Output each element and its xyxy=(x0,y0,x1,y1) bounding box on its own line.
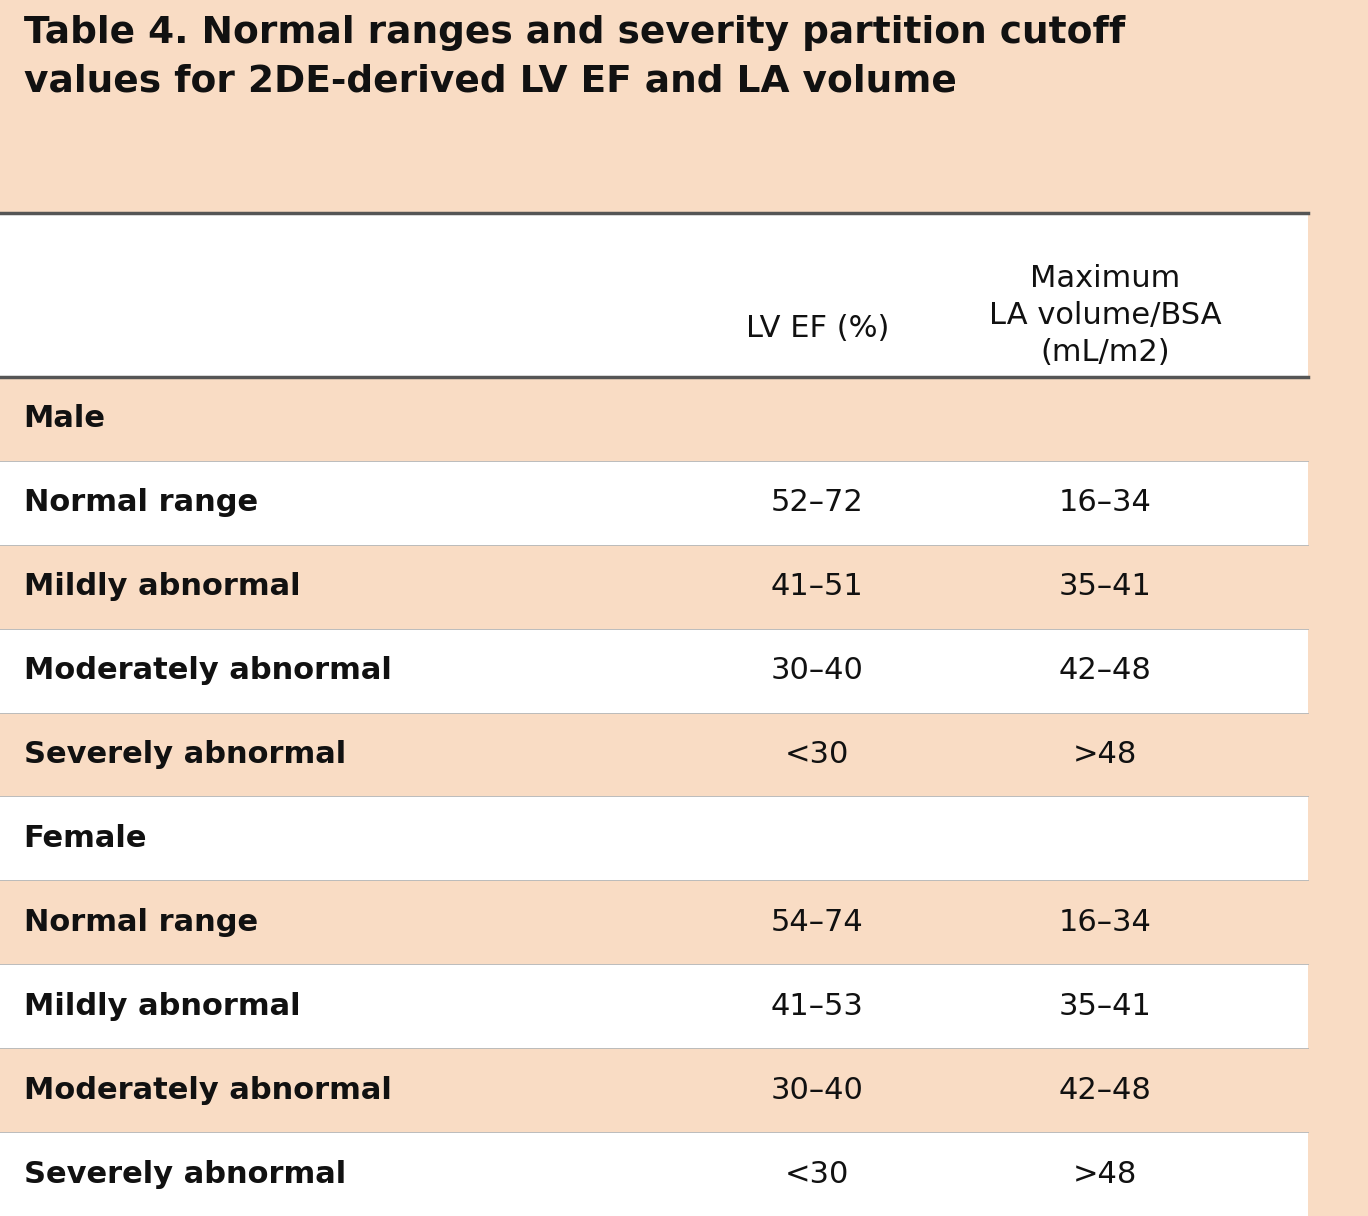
Text: 52–72: 52–72 xyxy=(772,489,863,517)
Text: 35–41: 35–41 xyxy=(1059,992,1152,1020)
FancyBboxPatch shape xyxy=(0,713,1308,796)
FancyBboxPatch shape xyxy=(0,461,1308,545)
Text: 16–34: 16–34 xyxy=(1059,489,1152,517)
Text: 42–48: 42–48 xyxy=(1059,1076,1152,1104)
Text: Maximum
LA volume/BSA
(mL/m2): Maximum LA volume/BSA (mL/m2) xyxy=(989,264,1222,367)
Text: <30: <30 xyxy=(785,741,850,769)
Text: 54–74: 54–74 xyxy=(772,908,863,936)
FancyBboxPatch shape xyxy=(0,880,1308,964)
FancyBboxPatch shape xyxy=(0,1132,1308,1216)
Text: <30: <30 xyxy=(785,1160,850,1188)
FancyBboxPatch shape xyxy=(0,377,1308,461)
Text: 41–53: 41–53 xyxy=(772,992,863,1020)
Text: Moderately abnormal: Moderately abnormal xyxy=(23,657,391,685)
FancyBboxPatch shape xyxy=(0,796,1308,880)
Text: Severely abnormal: Severely abnormal xyxy=(23,741,346,769)
Text: Normal range: Normal range xyxy=(23,908,257,936)
FancyBboxPatch shape xyxy=(0,213,1308,377)
FancyBboxPatch shape xyxy=(0,964,1308,1048)
FancyBboxPatch shape xyxy=(0,1048,1308,1132)
Text: Normal range: Normal range xyxy=(23,489,257,517)
Text: LV EF (%): LV EF (%) xyxy=(746,314,889,343)
Text: Mildly abnormal: Mildly abnormal xyxy=(23,992,300,1020)
Text: 16–34: 16–34 xyxy=(1059,908,1152,936)
Text: 30–40: 30–40 xyxy=(772,1076,863,1104)
Text: >48: >48 xyxy=(1073,741,1137,769)
Text: 35–41: 35–41 xyxy=(1059,573,1152,601)
Text: Moderately abnormal: Moderately abnormal xyxy=(23,1076,391,1104)
Text: Female: Female xyxy=(23,824,146,852)
Text: 42–48: 42–48 xyxy=(1059,657,1152,685)
Text: Mildly abnormal: Mildly abnormal xyxy=(23,573,300,601)
Text: Table 4. Normal ranges and severity partition cutoff
values for 2DE-derived LV E: Table 4. Normal ranges and severity part… xyxy=(23,15,1124,100)
FancyBboxPatch shape xyxy=(0,629,1308,713)
Text: >48: >48 xyxy=(1073,1160,1137,1188)
FancyBboxPatch shape xyxy=(0,0,1308,213)
Text: 41–51: 41–51 xyxy=(772,573,863,601)
FancyBboxPatch shape xyxy=(0,545,1308,629)
Text: Male: Male xyxy=(23,405,105,433)
Text: 30–40: 30–40 xyxy=(772,657,863,685)
Text: Severely abnormal: Severely abnormal xyxy=(23,1160,346,1188)
